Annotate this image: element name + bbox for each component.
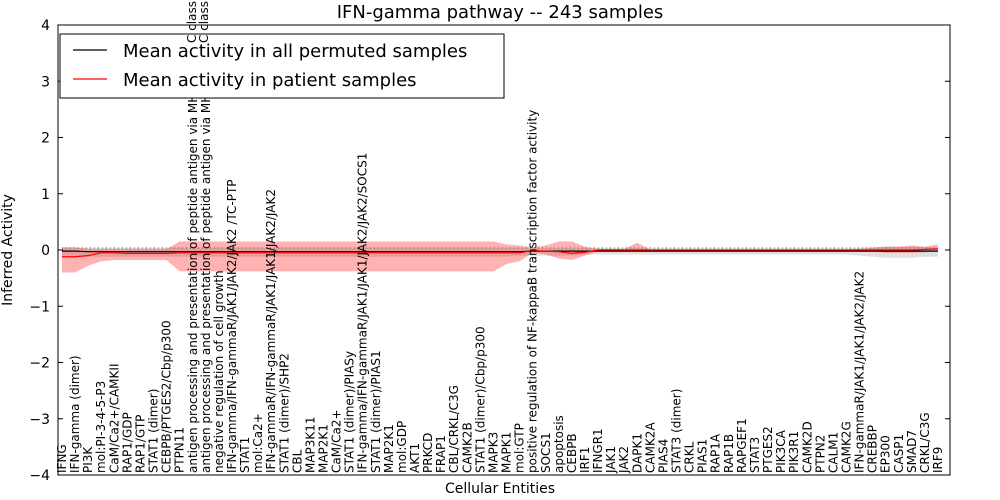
x-tick-label: MAP2K1 xyxy=(316,424,330,473)
x-tick-label: apoptosis xyxy=(552,415,566,473)
x-tick-label: CAMK2A xyxy=(643,422,657,473)
x-tick-label: DAPK1 xyxy=(630,433,644,473)
x-tick-label: PIK3R1 xyxy=(787,431,801,473)
x-tick-label: CRKL/C3G xyxy=(918,412,932,473)
x-tick-label: IFN-gamma (dimer) xyxy=(68,355,82,473)
clipped-label: C class xyxy=(197,1,211,43)
x-tick-label: RAPGEF1 xyxy=(735,418,749,473)
y-tick-label: −4 xyxy=(29,468,50,484)
x-tick-label: PIK3CA xyxy=(774,429,788,473)
x-tick-label: RAP1A xyxy=(709,433,723,473)
y-tick-label: 1 xyxy=(41,187,50,203)
x-tick-label: CEBPB/PTGES2/Cbp/p300 xyxy=(160,320,174,473)
band-patient xyxy=(62,241,938,273)
y-axis-label: Inferred Activity xyxy=(0,194,16,306)
x-tick-label: CaM/Ca2+ xyxy=(330,409,344,473)
x-tick-label: IFNGR1 xyxy=(591,428,605,473)
x-tick-label: mol:GDP xyxy=(395,421,409,473)
x-tick-label: CAMK2G xyxy=(839,421,853,473)
x-tick-label: MAPK1 xyxy=(500,432,514,473)
x-tick-label: STAT3 xyxy=(748,437,762,473)
x-tick-label: RAP1B xyxy=(722,434,736,473)
x-tick-label: IRF1 xyxy=(578,447,592,473)
x-tick-label: PIAS4 xyxy=(656,439,670,473)
legend: Mean activity in all permuted samples Me… xyxy=(59,33,505,99)
clipped-label: C class xyxy=(185,1,199,43)
x-tick-label: AKT1 xyxy=(408,443,422,473)
x-tick-label: STAT1 (dimer)/PIAS1 xyxy=(369,350,383,473)
x-tick-label: SOCS1 xyxy=(539,432,553,473)
y-tick-label: 0 xyxy=(41,243,50,259)
x-tick-label: EP300 xyxy=(879,435,893,473)
x-tick-label: IFN-gammaR/JAK1/JAK1/JAK2/JAK2 xyxy=(853,271,867,473)
y-tick-label: −2 xyxy=(29,356,50,372)
clipped-top-labels: C class C class xyxy=(185,1,211,43)
x-tick-label: MAP2K1 xyxy=(382,424,396,473)
legend-box xyxy=(59,33,505,99)
x-tick-label: PIAS1 xyxy=(696,439,710,473)
x-tick-label: CEBPB xyxy=(565,433,579,473)
x-tick-label: CRKL xyxy=(683,441,697,473)
x-tick-label: PTGES2 xyxy=(761,426,775,473)
y-tick-label: 4 xyxy=(41,18,50,34)
x-tick-label: CASP1 xyxy=(892,434,906,473)
x-tick-label: FRAP1 xyxy=(434,435,448,473)
x-tick-label: IFN-gamma/IFN-gammaR/JAK1/JAK2/JAK2 /TC-… xyxy=(225,179,239,473)
x-tick-label: SMAD7 xyxy=(905,430,919,473)
x-tick-label: CBL/CRKL/C3G xyxy=(447,385,461,473)
x-tick-label: CALM1 xyxy=(826,432,840,473)
x-tick-label: STAT1 xyxy=(238,437,252,473)
y-tick-label: 2 xyxy=(41,131,50,147)
series-lines xyxy=(62,247,939,258)
x-tick-label: IFN-gammaR/IFN-gammaR/JAK1/JAK1/JAK2/JAK… xyxy=(264,189,278,473)
x-tick-label: CBL xyxy=(290,449,304,473)
x-tick-label: PI3K xyxy=(81,446,95,473)
series-line-permuted xyxy=(62,250,938,253)
x-tick-label: PRKCD xyxy=(421,433,435,473)
x-tick-label: PTPN2 xyxy=(813,435,827,473)
x-tick-label: PTPN11 xyxy=(173,427,187,473)
x-tick-label: STAT1 (dimer) xyxy=(147,389,161,473)
x-tick-label: mol:Ca2+ xyxy=(251,413,265,473)
x-tick-label: mol:GTP xyxy=(513,423,527,473)
y-tick-label: 3 xyxy=(41,74,50,90)
x-tick-label: STAT1 (dimer)/SHP2 xyxy=(277,353,291,473)
x-tick-label: RAP1/GTP xyxy=(133,415,147,473)
x-tick-label: negative regulation of cell growth xyxy=(212,270,226,473)
x-tick-label: antigen processing and presentation of p… xyxy=(199,44,213,473)
x-tick-label: CaM/Ca2+/CAMKII xyxy=(107,364,121,473)
x-tick-labels: IFNG IFN-gamma (dimer) PI3K mol:PI-3-4-5-P3… xyxy=(55,41,945,474)
x-tick-label: MAP3K11 xyxy=(303,416,317,473)
x-tick-label: STAT1 (dimer)/Cbp/p300 xyxy=(473,326,487,473)
series-line-patient xyxy=(62,248,939,258)
x-tick-label: IFNG xyxy=(55,444,69,473)
x-tick-label: IRF9 xyxy=(931,447,945,473)
x-tick-label: STAT1 (dimer)/PIASy xyxy=(343,351,357,473)
x-tick-label: RAP1/GDP xyxy=(120,412,134,473)
x-tick-label: IFN-gamma/IFN-gammaR/JAK1/JAK1/JAK2/JAK2… xyxy=(356,153,370,473)
x-tick-label: MAPK3 xyxy=(486,432,500,473)
x-tick-label: CAMK2B xyxy=(460,422,474,473)
x-tick-label: JAK1 xyxy=(604,446,618,474)
x-tick-label: mol:PI-3-4-5-P3 xyxy=(94,381,108,473)
x-tick-label: STAT3 (dimer) xyxy=(670,389,684,473)
y-tick-label: −3 xyxy=(29,412,50,428)
legend-label-patient: Mean activity in patient samples xyxy=(123,70,417,91)
chart-title: IFN-gamma pathway -- 243 samples xyxy=(337,2,664,23)
x-tick-label: positive regulation of NF-kappaB transcr… xyxy=(526,110,540,473)
x-tick-label: CREBBP xyxy=(866,425,880,473)
plot-frame xyxy=(57,24,951,476)
x-axis-label: Cellular Entities xyxy=(445,481,555,497)
legend-label-permuted: Mean activity in all permuted samples xyxy=(123,41,467,62)
x-tick-label: JAK2 xyxy=(617,446,631,474)
y-tick-label: −1 xyxy=(29,299,50,315)
x-tick-label: CAMK2D xyxy=(800,421,814,473)
x-tick-label: antigen processing and presentation of p… xyxy=(186,41,200,473)
